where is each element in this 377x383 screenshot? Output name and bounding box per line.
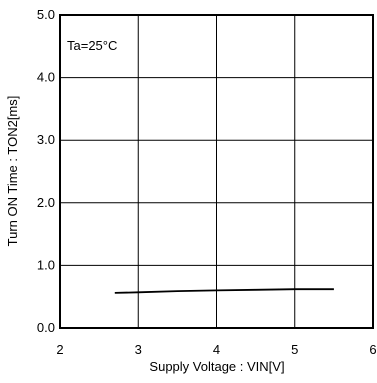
series-line [114, 288, 334, 294]
x-tick-label: 2 [56, 342, 63, 357]
plot-frame [59, 14, 374, 329]
x-tick-label: 4 [213, 342, 220, 357]
x-tick-label: 3 [135, 342, 142, 357]
annotation-text: Ta=25°C [67, 38, 117, 53]
y-tick-label: 5.0 [37, 7, 55, 22]
y-tick-label: 2.0 [37, 195, 55, 210]
x-tick-label: 6 [369, 342, 376, 357]
x-tick-labels: 2 3 4 5 6 [56, 342, 376, 357]
x-axis-label: Supply Voltage : VIN[V] [149, 359, 284, 374]
series-layer [114, 288, 334, 294]
y-tick-label: 3.0 [37, 132, 55, 147]
grid [60, 15, 373, 328]
x-tick-label: 5 [291, 342, 298, 357]
y-tick-labels: 0.0 1.0 2.0 3.0 4.0 5.0 [37, 7, 55, 335]
annotation-box [62, 33, 134, 57]
y-axis-label: Turn ON Time : TON2[ms] [5, 96, 20, 247]
y-tick-label: 0.0 [37, 320, 55, 335]
y-tick-label: 4.0 [37, 70, 55, 85]
y-tick-label: 1.0 [37, 257, 55, 272]
